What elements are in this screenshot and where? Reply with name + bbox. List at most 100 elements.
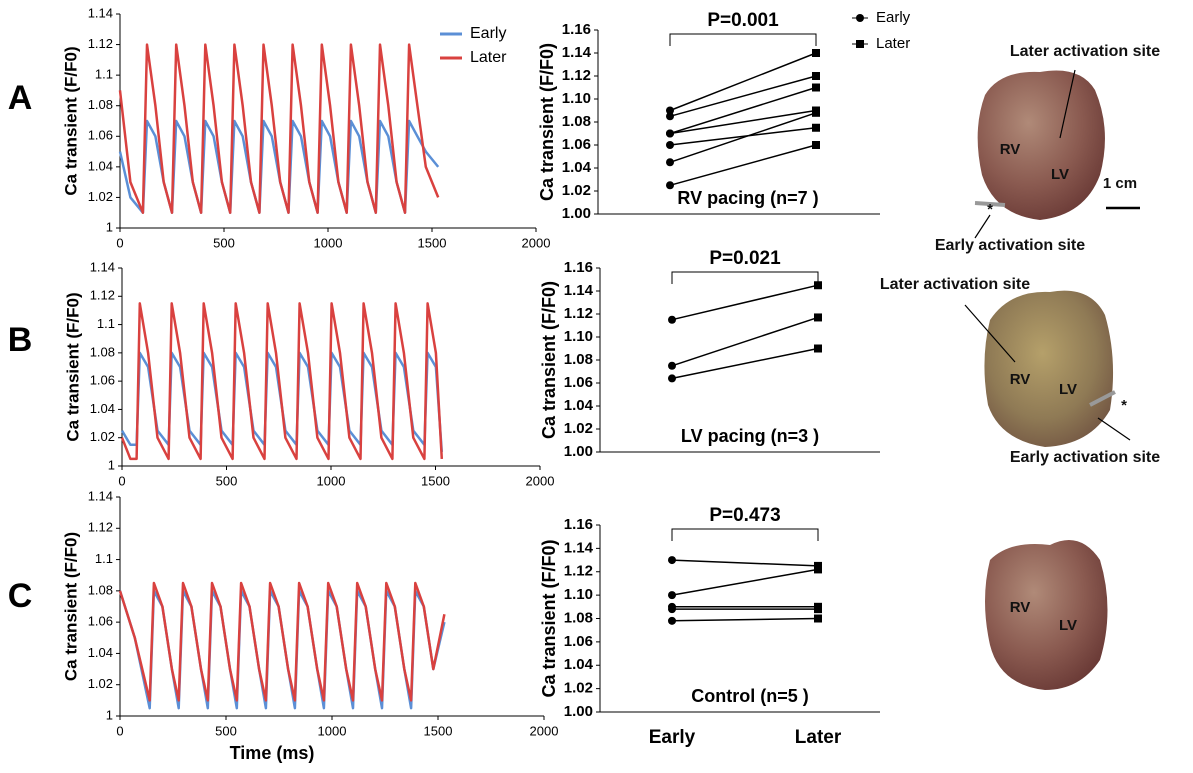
y-tick-label: 1.12 (564, 305, 593, 322)
pair-line (671, 316, 819, 367)
pair-line (669, 127, 817, 146)
y-tick-label: 1.16 (562, 21, 591, 38)
y-axis-label: Ca transient (F/F0) (61, 46, 80, 195)
image-label: Later activation site (1010, 43, 1160, 60)
point (666, 158, 674, 167)
y-tick-label: 1.14 (90, 259, 115, 274)
y-tick-label: 1.06 (88, 614, 113, 629)
y-tick-label: 1.04 (90, 401, 115, 416)
x-tick-label: 1500 (418, 235, 447, 250)
point (812, 108, 820, 117)
y-tick-label: 1 (108, 457, 115, 472)
point (668, 315, 676, 324)
y-axis-label: Ca transient (F/F0) (539, 539, 559, 697)
y-tick-label: 1.02 (90, 429, 115, 444)
arrow (974, 214, 991, 239)
point (856, 40, 864, 48)
point (814, 281, 822, 290)
arrow (1097, 417, 1131, 441)
legend-label: Early (470, 25, 506, 42)
caption: Control (n=5 ) (691, 686, 809, 706)
y-tick-label: 1.10 (562, 90, 591, 107)
pair-line (669, 109, 817, 135)
image-label: * (987, 201, 993, 218)
heart-photo-a: Later activation site RV LV 1 cm * Early… (935, 43, 1160, 254)
y-tick-label: 1.04 (88, 158, 113, 173)
y-tick-label: 1 (106, 219, 113, 234)
electrode (1089, 390, 1116, 407)
point (668, 616, 676, 625)
y-tick-label: 1.00 (562, 205, 591, 222)
pair-line (669, 52, 817, 112)
arrow (1059, 69, 1076, 139)
x-tick-label: 0 (116, 235, 123, 250)
y-tick-label: 1.04 (564, 656, 594, 673)
y-tick-label: 1.14 (564, 539, 594, 556)
electrode (974, 201, 1006, 207)
image-label: Early activation site (1010, 449, 1160, 466)
pair-line (671, 568, 819, 596)
x-tick-label: 2000 (526, 473, 555, 488)
heart-shape (985, 540, 1108, 690)
y-tick-label: 1.14 (88, 488, 113, 503)
y-tick-label: 1.12 (88, 520, 113, 535)
y-tick-label: 1.04 (88, 645, 113, 660)
panel-letter: C (8, 577, 33, 615)
arrow (964, 304, 1016, 363)
y-tick-label: 1.02 (562, 182, 591, 199)
x-tick-label: 1000 (317, 473, 346, 488)
y-tick-label: 1 (106, 707, 113, 722)
point (812, 83, 820, 92)
image-label: RV (1010, 371, 1031, 388)
y-tick-label: 1.06 (564, 633, 593, 650)
point (814, 344, 822, 353)
heart-photo-b: Later activation site RV LV * Early acti… (880, 276, 1160, 466)
legend-label: Early (876, 9, 911, 26)
point (812, 141, 820, 149)
point (814, 313, 822, 322)
point (668, 591, 676, 600)
image-label: * (1121, 397, 1127, 414)
y-axis-label: Ca transient (F/F0) (539, 281, 559, 439)
x-tick-label: 500 (213, 235, 235, 250)
p-value: P=0.001 (707, 10, 779, 31)
y-tick-label: 1.1 (95, 551, 113, 566)
bracket (671, 271, 819, 284)
p-value: P=0.021 (709, 248, 781, 269)
y-tick-label: 1.14 (562, 44, 592, 61)
image-label: LV (1059, 617, 1077, 634)
y-tick-label: 1.10 (564, 328, 593, 345)
bracket (671, 528, 819, 541)
point (666, 106, 674, 115)
image-label: RV (1000, 141, 1021, 158)
x-axis-label: Time (ms) (230, 743, 315, 763)
y-tick-label: 1.08 (562, 113, 591, 130)
heart-shape (984, 290, 1114, 447)
y-tick-label: 1.06 (562, 136, 591, 153)
x-tick-label: 1000 (318, 723, 347, 738)
y-tick-label: 1.12 (90, 288, 115, 303)
y-tick-label: 1.16 (564, 516, 593, 533)
y-tick-label: 1.1 (97, 316, 115, 331)
y-tick-label: 1.1 (95, 67, 113, 82)
y-tick-label: 1.12 (562, 67, 591, 84)
legend-label: Later (876, 35, 910, 52)
image-label: RV (1010, 599, 1031, 616)
x-tick-label: 0 (118, 473, 125, 488)
y-axis-label: Ca transient (F/F0) (537, 43, 557, 201)
y-tick-label: 1.10 (564, 586, 593, 603)
pair-line (669, 75, 817, 118)
x-tick-label: 1500 (421, 473, 450, 488)
point (814, 605, 822, 614)
point (666, 181, 674, 190)
y-tick-label: 1.14 (88, 5, 113, 20)
point (666, 141, 674, 149)
panel-letter: B (8, 321, 33, 359)
image-label: 1 cm (1103, 175, 1137, 192)
series-line (118, 581, 446, 702)
y-tick-label: 1.12 (88, 36, 113, 51)
y-tick-label: 1.06 (88, 128, 113, 143)
y-tick-label: 1.02 (564, 680, 593, 697)
y-tick-label: 1.08 (564, 351, 593, 368)
